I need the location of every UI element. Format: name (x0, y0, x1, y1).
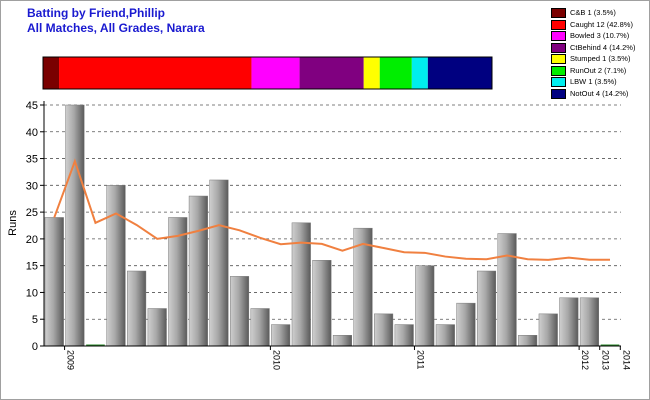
chart-subtitle: All Matches, All Grades, Narara (27, 21, 205, 35)
dismissal-segment (379, 57, 412, 89)
runs-bar (271, 324, 291, 347)
legend-label: LBW 1 (3.5%) (570, 77, 617, 86)
y-tick-label: 0 (32, 341, 38, 353)
runs-bar (559, 297, 579, 347)
runs-bar (291, 222, 311, 347)
runs-bar (209, 179, 229, 347)
runs-bar (394, 324, 414, 347)
dismissal-segment (299, 57, 364, 89)
runs-bar (497, 233, 517, 347)
runs-bar (312, 260, 332, 347)
runs-bar (456, 302, 476, 347)
x-tick-labels: 2009 2010 2011 2012 2013 2014 (66, 350, 632, 370)
runs-bar (476, 270, 497, 347)
x-tick-label: 2009 (66, 350, 76, 370)
runs-bar (332, 335, 352, 347)
x-tick-label: 2014 (621, 350, 631, 370)
dismissal-segment (363, 57, 380, 89)
runs-bar (86, 344, 105, 346)
dismissal-segment (59, 57, 252, 89)
chart-title: Batting by Friend,Phillip (27, 6, 165, 20)
legend-label: Stumped 1 (3.5%) (570, 54, 631, 63)
legend-swatch (551, 88, 566, 99)
runs-bar (600, 344, 620, 346)
axes (40, 101, 621, 350)
y-tick-label: 40 (26, 127, 38, 139)
runs-bar (147, 308, 167, 347)
dismissal-strip (42, 56, 493, 90)
y-axis-label: Runs (7, 210, 19, 236)
y-tick-label: 10 (26, 287, 38, 299)
legend-swatch (551, 65, 566, 76)
legend-label: RunOut 2 (7.1%) (570, 65, 627, 75)
runs-bar (44, 217, 64, 347)
legend-swatch (551, 31, 566, 41)
y-tick-label: 15 (26, 261, 38, 273)
y-tick-label: 45 (26, 100, 38, 112)
y-tick-labels: 0 5 10 15 20 25 30 35 40 45 (26, 100, 38, 353)
x-tick-label: 2013 (601, 350, 611, 370)
runs-bar (106, 185, 126, 347)
legend-swatch (551, 77, 566, 87)
x-tick-label: 2012 (580, 350, 590, 370)
dismissal-segment (427, 57, 492, 89)
average-series-line (53, 158, 610, 261)
dismissal-segment (43, 57, 60, 89)
runs-bar (374, 313, 394, 347)
legend-label: NotOut 4 (14.2%) (570, 88, 629, 98)
dismissal-segment (411, 57, 428, 89)
average-line (53, 158, 610, 261)
runs-bar (250, 308, 270, 347)
y-tick-label: 30 (26, 180, 38, 192)
legend-label: CtBehind 4 (14.2%) (570, 42, 636, 52)
legend-swatch (551, 8, 566, 18)
runs-bar (127, 270, 147, 347)
runs-bar (65, 104, 85, 347)
legend-label: Bowled 3 (10.7%) (570, 31, 630, 40)
runs-bars (44, 104, 620, 347)
runs-bar (538, 313, 558, 347)
legend-label: Caught 12 (42.8%) (570, 19, 633, 29)
x-tick-label: 2010 (271, 350, 281, 370)
runs-bar (518, 335, 538, 347)
y-tick-label: 20 (26, 234, 38, 246)
legend-label: C&B 1 (3.5%) (570, 8, 616, 17)
x-tick-label: 2011 (415, 350, 425, 369)
y-tick-label: 25 (26, 207, 38, 219)
runs-bar (229, 276, 250, 347)
runs-bar (415, 265, 435, 347)
runs-bar (435, 324, 455, 347)
legend-swatch (551, 19, 566, 30)
runs-bar (579, 297, 599, 347)
legend-swatch (551, 42, 566, 53)
legend-swatch (551, 54, 566, 64)
dismissal-strip-border (42, 56, 493, 90)
dismissal-segment (251, 57, 300, 89)
runs-bar (188, 195, 208, 347)
y-tick-label: 5 (32, 314, 38, 326)
y-tick-label: 35 (26, 154, 38, 166)
